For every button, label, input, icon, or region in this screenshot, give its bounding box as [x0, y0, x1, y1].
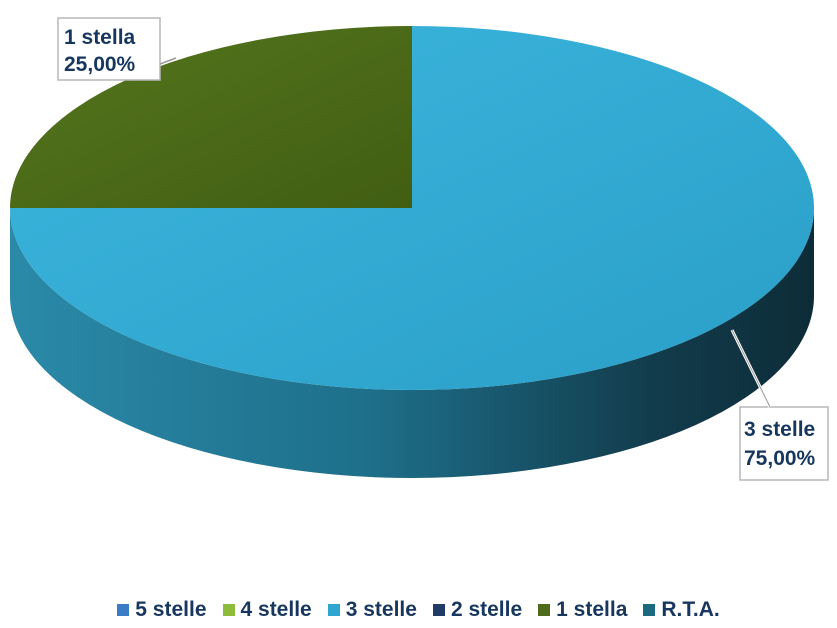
legend-item-4-stelle: 4 stelle	[222, 598, 312, 622]
legend-swatch	[327, 604, 340, 616]
legend-swatch	[643, 604, 656, 616]
data-label-3-stelle-category: 3 stelle	[744, 418, 815, 441]
legend-label: 2 stelle	[450, 598, 523, 621]
legend-swatch	[432, 604, 445, 616]
legend-item-5-stelle: 5 stelle	[117, 598, 207, 622]
legend-label: 1 stella	[556, 598, 628, 621]
legend-swatch	[538, 604, 551, 616]
data-label-1-stella: 1 stella 25,00%	[57, 17, 177, 81]
pie-side-3-stelle	[10, 208, 814, 478]
legend-label: 5 stelle	[135, 598, 207, 621]
legend-label: R.T.A.	[661, 598, 720, 621]
legend-label: 4 stelle	[240, 598, 312, 621]
data-label-1-stella-value: 25,00%	[64, 53, 136, 76]
pie-chart: 1 stella 25,00% 3 stelle 75,00%	[10, 17, 829, 481]
legend-item-1-stella: 1 stella	[538, 598, 627, 622]
legend-swatch	[222, 604, 235, 616]
data-label-1-stella-category: 1 stella	[64, 26, 136, 49]
legend-item-2-stelle: 2 stelle	[432, 598, 523, 622]
legend-label: 3 stelle	[345, 598, 417, 621]
data-label-3-stelle-value: 75,00%	[744, 447, 816, 470]
legend-swatch	[117, 604, 130, 616]
pie-slice-1-stella	[10, 26, 412, 208]
legend-item-r-t-a: R.T.A.	[643, 598, 720, 622]
legend-item-3-stelle: 3 stelle	[327, 598, 417, 622]
data-label-3-stelle: 3 stelle 75,00%	[730, 329, 829, 481]
legend: 5 stelle 4 stelle 3 stelle 2 stelle 1 stella…	[0, 592, 837, 628]
